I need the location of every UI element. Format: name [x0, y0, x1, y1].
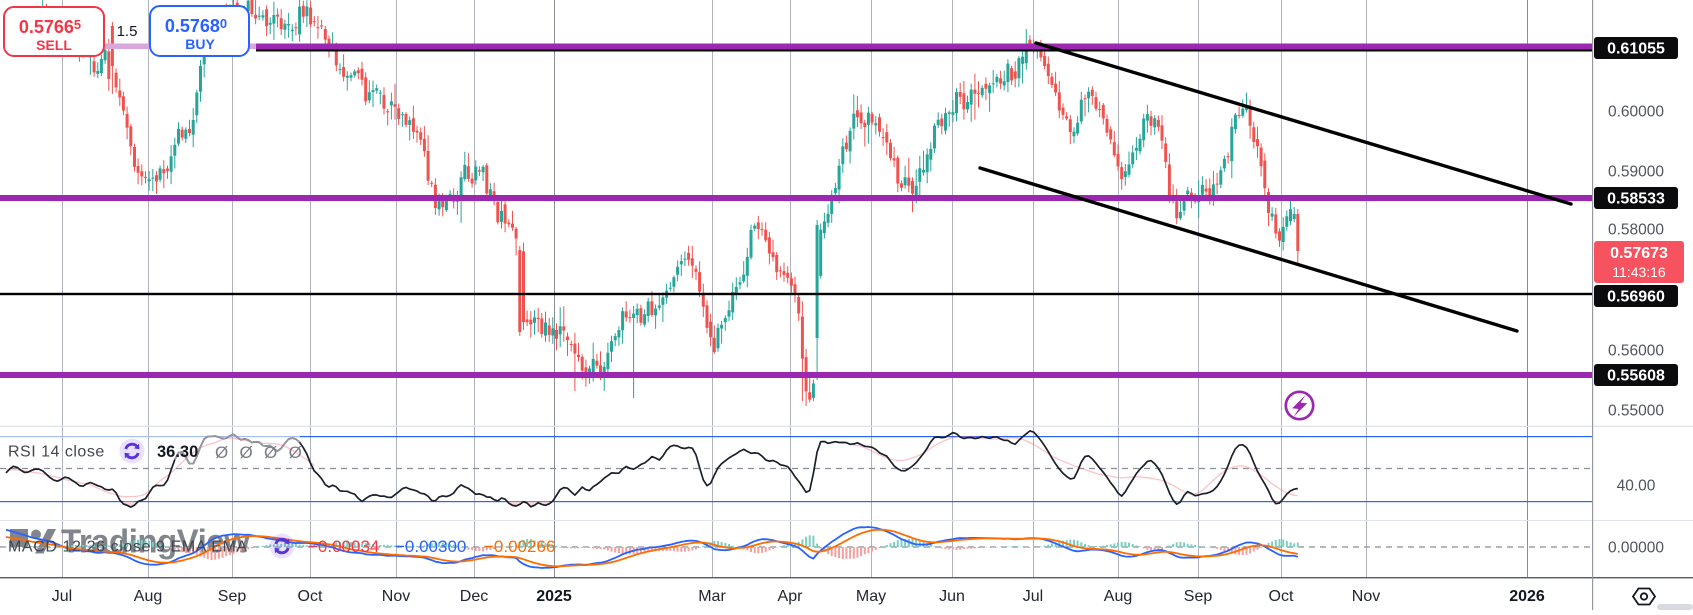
svg-text:0.55000: 0.55000: [1608, 403, 1664, 420]
svg-text:0.56000: 0.56000: [1608, 343, 1664, 360]
svg-text:36.30: 36.30: [157, 443, 198, 461]
svg-text:MACD 12 26 close 9 EMA EMA: MACD 12 26 close 9 EMA EMA: [8, 539, 248, 556]
svg-text:−0.00266: −0.00266: [484, 537, 555, 556]
svg-text:Aug: Aug: [1104, 588, 1132, 605]
svg-text:0.58533: 0.58533: [1607, 191, 1665, 208]
svg-text:0.55608: 0.55608: [1607, 368, 1665, 385]
svg-text:Jul: Jul: [1023, 588, 1043, 605]
svg-text:−0.00034: −0.00034: [308, 537, 379, 556]
svg-text:Sep: Sep: [1184, 588, 1213, 605]
svg-text:−0.00300: −0.00300: [395, 537, 466, 556]
svg-text:0.57673: 0.57673: [1610, 245, 1668, 262]
svg-text:2026: 2026: [1509, 588, 1545, 605]
svg-text:0.59000: 0.59000: [1608, 164, 1664, 181]
svg-text:Oct: Oct: [298, 588, 323, 605]
svg-text:May: May: [856, 588, 886, 605]
svg-text:Mar: Mar: [698, 588, 726, 605]
svg-text:0.57665: 0.57665: [19, 17, 81, 37]
svg-text:Jun: Jun: [939, 588, 965, 605]
svg-text:2025: 2025: [536, 588, 572, 605]
svg-text:ØØØØ: ØØØØ: [215, 443, 313, 462]
svg-text:BUY: BUY: [185, 36, 215, 52]
svg-text:1.5: 1.5: [117, 23, 138, 40]
svg-text:40.00: 40.00: [1617, 478, 1656, 495]
svg-text:Nov: Nov: [382, 588, 410, 605]
svg-text:0.00000: 0.00000: [1608, 540, 1664, 557]
svg-text:RSI 14 close: RSI 14 close: [8, 444, 105, 461]
svg-text:Apr: Apr: [778, 588, 804, 605]
svg-text:SELL: SELL: [36, 37, 72, 53]
svg-text:0.58000: 0.58000: [1608, 222, 1664, 239]
svg-text:Dec: Dec: [460, 588, 488, 605]
svg-text:Aug: Aug: [134, 588, 162, 605]
svg-text:Jul: Jul: [52, 588, 72, 605]
svg-text:0.56960: 0.56960: [1607, 289, 1665, 306]
svg-text:Oct: Oct: [1269, 588, 1294, 605]
svg-text:0.60000: 0.60000: [1608, 104, 1664, 121]
svg-text:0.57680: 0.57680: [165, 16, 227, 36]
svg-text:0.61055: 0.61055: [1607, 41, 1665, 58]
svg-text:Nov: Nov: [1352, 588, 1380, 605]
svg-text:11:43:16: 11:43:16: [1612, 264, 1666, 280]
svg-text:Sep: Sep: [218, 588, 247, 605]
